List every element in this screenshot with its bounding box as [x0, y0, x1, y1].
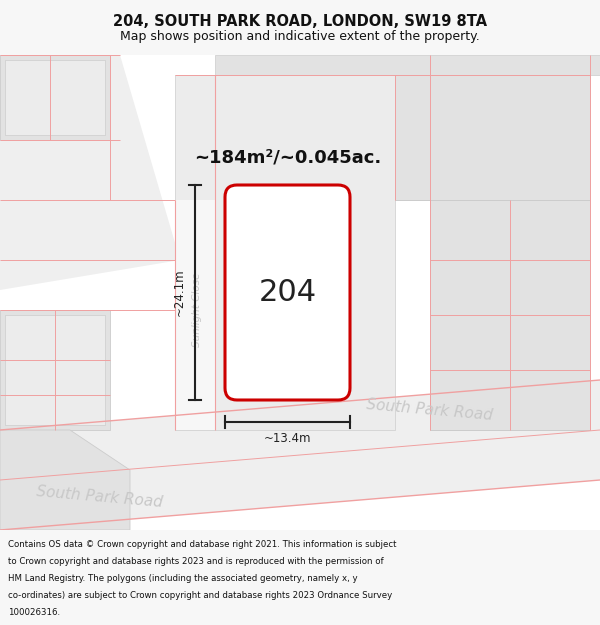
Text: Sunlight Close: Sunlight Close	[192, 272, 202, 348]
Polygon shape	[5, 60, 105, 135]
Polygon shape	[430, 55, 600, 75]
Bar	[0, 55, 600, 530]
Polygon shape	[175, 200, 215, 430]
FancyBboxPatch shape	[225, 185, 350, 400]
Polygon shape	[0, 55, 110, 140]
Text: 100026316.: 100026316.	[8, 608, 60, 617]
Polygon shape	[430, 200, 590, 430]
Text: ~24.1m: ~24.1m	[173, 269, 186, 316]
Text: Contains OS data © Crown copyright and database right 2021. This information is : Contains OS data © Crown copyright and d…	[8, 540, 397, 549]
Bar	[0, 530, 600, 625]
Polygon shape	[395, 75, 590, 200]
Polygon shape	[0, 55, 180, 290]
Text: to Crown copyright and database rights 2023 and is reproduced with the permissio: to Crown copyright and database rights 2…	[8, 557, 383, 566]
Text: South Park Road: South Park Road	[36, 484, 164, 510]
Polygon shape	[0, 430, 130, 530]
Text: ~184m²/~0.045ac.: ~184m²/~0.045ac.	[194, 149, 381, 167]
Text: 204: 204	[259, 278, 317, 307]
Polygon shape	[0, 380, 600, 530]
Text: Map shows position and indicative extent of the property.: Map shows position and indicative extent…	[120, 30, 480, 43]
Text: South Park Road: South Park Road	[366, 397, 494, 423]
Text: HM Land Registry. The polygons (including the associated geometry, namely x, y: HM Land Registry. The polygons (includin…	[8, 574, 358, 583]
Text: ~13.4m: ~13.4m	[264, 432, 311, 445]
Polygon shape	[215, 55, 430, 75]
Text: Contains OS data © Crown copyright and database right 2021. This information is : Contains OS data © Crown copyright and d…	[10, 538, 600, 547]
Polygon shape	[175, 75, 430, 430]
Text: co-ordinates) are subject to Crown copyright and database rights 2023 Ordnance S: co-ordinates) are subject to Crown copyr…	[8, 591, 392, 600]
Polygon shape	[5, 315, 105, 425]
Text: 204, SOUTH PARK ROAD, LONDON, SW19 8TA: 204, SOUTH PARK ROAD, LONDON, SW19 8TA	[113, 14, 487, 29]
Bar	[0, 530, 600, 625]
Polygon shape	[0, 310, 110, 430]
